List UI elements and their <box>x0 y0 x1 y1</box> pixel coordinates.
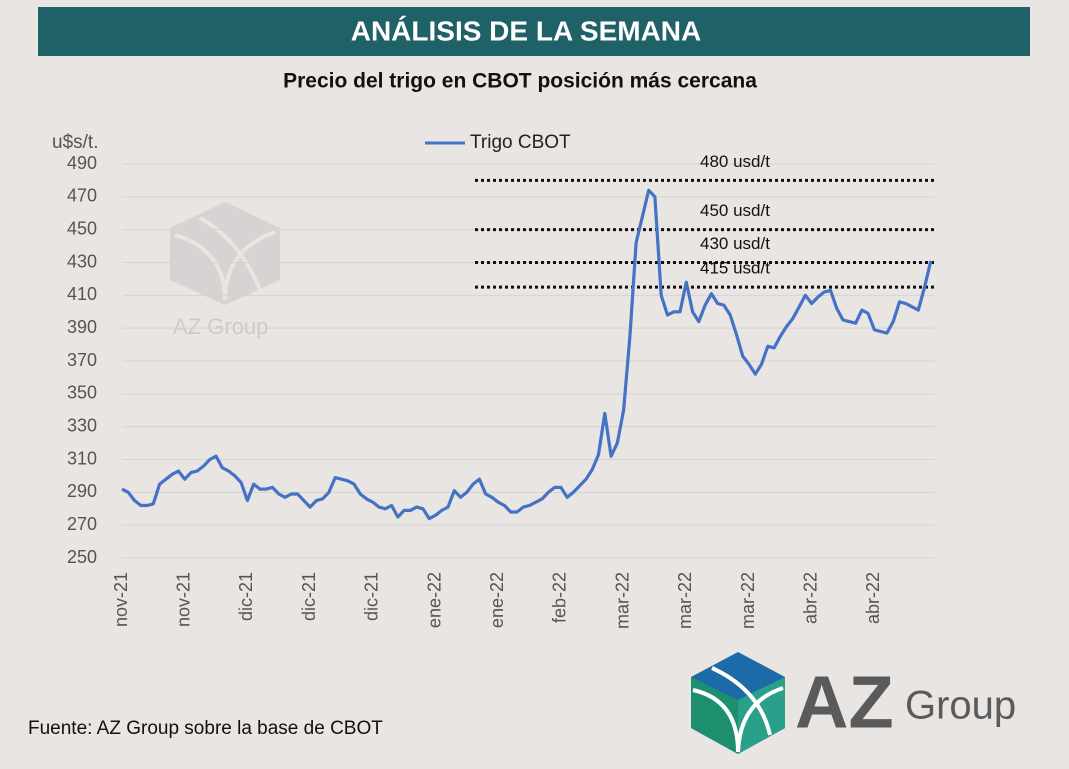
header: ANÁLISIS DE LA SEMANA <box>351 15 702 46</box>
y-tick-label: 290 <box>67 481 97 501</box>
reference-label: 480 usd/t <box>700 152 770 171</box>
y-tick-label: 450 <box>67 218 97 238</box>
x-tick-label: feb-22 <box>550 572 570 623</box>
y-tick-label: 490 <box>67 153 97 173</box>
watermark-text: AZ Group <box>173 314 268 339</box>
x-tick-label: ene-22 <box>487 572 507 628</box>
y-tick-label: 430 <box>67 251 97 271</box>
y-axis-label: u$s/t. <box>52 132 98 153</box>
y-tick-label: 470 <box>67 186 97 206</box>
x-tick-label: mar-22 <box>738 572 758 629</box>
y-tick-label: 250 <box>67 547 97 567</box>
y-tick-label: 410 <box>67 284 97 304</box>
x-tick-label: mar-22 <box>675 572 695 629</box>
header-bar <box>38 7 1030 56</box>
x-tick-label: abr-22 <box>800 572 820 624</box>
plot-area: 250 270 290 310 330 350 370 390 410 430 450 470 490 n… <box>67 132 935 629</box>
y-tick-label: 390 <box>67 317 97 337</box>
x-tick-label: nov-21 <box>173 572 193 627</box>
logo-group: Group <box>905 684 1016 728</box>
watermark-logo: AZ Group <box>170 202 280 339</box>
x-tick-label: abr-22 <box>863 572 883 624</box>
y-tick-label: 350 <box>67 383 97 403</box>
x-tick-label: mar-22 <box>612 572 632 629</box>
y-tick-label: 270 <box>67 514 97 534</box>
reference-label: 415 usd/t <box>700 259 770 278</box>
y-tick-label: 310 <box>67 448 97 468</box>
x-tick-label: ene-22 <box>424 572 444 628</box>
line-series <box>121 188 933 521</box>
chart-title: Precio del trigo en CBOT posición más ce… <box>283 70 757 93</box>
logo-az: AZ <box>795 661 894 744</box>
logo: AZ Group <box>691 652 1016 754</box>
reference-label: 430 usd/t <box>700 234 770 253</box>
source: Fuente: AZ Group sobre la base de CBOT <box>28 718 383 739</box>
x-tick-label: dic-21 <box>236 572 256 621</box>
reference-label: 450 usd/t <box>700 201 770 220</box>
legend-label: Trigo CBOT <box>470 132 571 153</box>
x-tick-label: dic-21 <box>362 572 382 621</box>
y-tick-label: 370 <box>67 350 97 370</box>
x-tick-label: dic-21 <box>299 572 319 621</box>
y-tick-label: 330 <box>67 415 97 435</box>
x-tick-label: nov-21 <box>111 572 131 627</box>
